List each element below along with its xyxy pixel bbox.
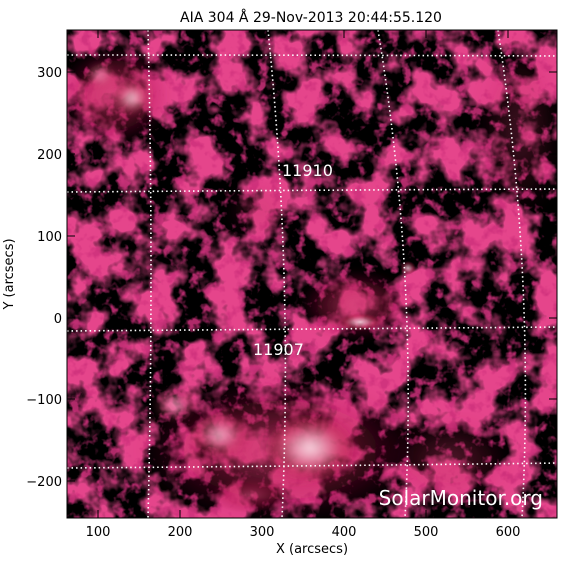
bright-regions xyxy=(67,40,557,518)
y-tick-label: 200 xyxy=(37,148,62,163)
y-tick-label: −100 xyxy=(26,393,62,408)
y-tick-label: −200 xyxy=(26,475,62,490)
y-axis-label: Y (arcsecs) xyxy=(2,238,17,310)
x-tick-label: 500 xyxy=(414,525,439,540)
watermark: SolarMonitor.org xyxy=(379,486,543,510)
region-label: 11910 xyxy=(282,161,333,180)
x-tick-label: 400 xyxy=(332,525,357,540)
y-tick-label: 0 xyxy=(54,312,62,327)
solar-image-panel: 11910 11907 SolarMonitor.org xyxy=(67,30,557,518)
y-axis-ticks xyxy=(67,71,557,482)
x-tick-label: 200 xyxy=(168,525,193,540)
x-tick-label: 100 xyxy=(86,525,111,540)
x-axis-ticks xyxy=(97,30,509,518)
y-tick-label: 100 xyxy=(37,230,62,245)
grid-longitude-line xyxy=(497,30,527,518)
coordinate-grid xyxy=(67,30,557,518)
grid-longitude-line xyxy=(267,30,287,518)
plot-frame xyxy=(66,29,558,519)
x-tick-label: 600 xyxy=(496,525,521,540)
grid-longitude-line xyxy=(377,30,409,518)
y-tick-labels: 300 200 100 0 −100 −200 xyxy=(26,66,62,490)
x-tick-labels: 100 200 300 400 500 600 xyxy=(86,525,521,540)
x-axis-label: X (arcsecs) xyxy=(276,542,348,557)
chart-title: AIA 304 Å 29-Nov-2013 20:44:55.120 xyxy=(180,9,442,26)
y-tick-label: 300 xyxy=(37,66,62,81)
x-tick-label: 300 xyxy=(250,525,275,540)
region-label: 11907 xyxy=(253,340,304,359)
